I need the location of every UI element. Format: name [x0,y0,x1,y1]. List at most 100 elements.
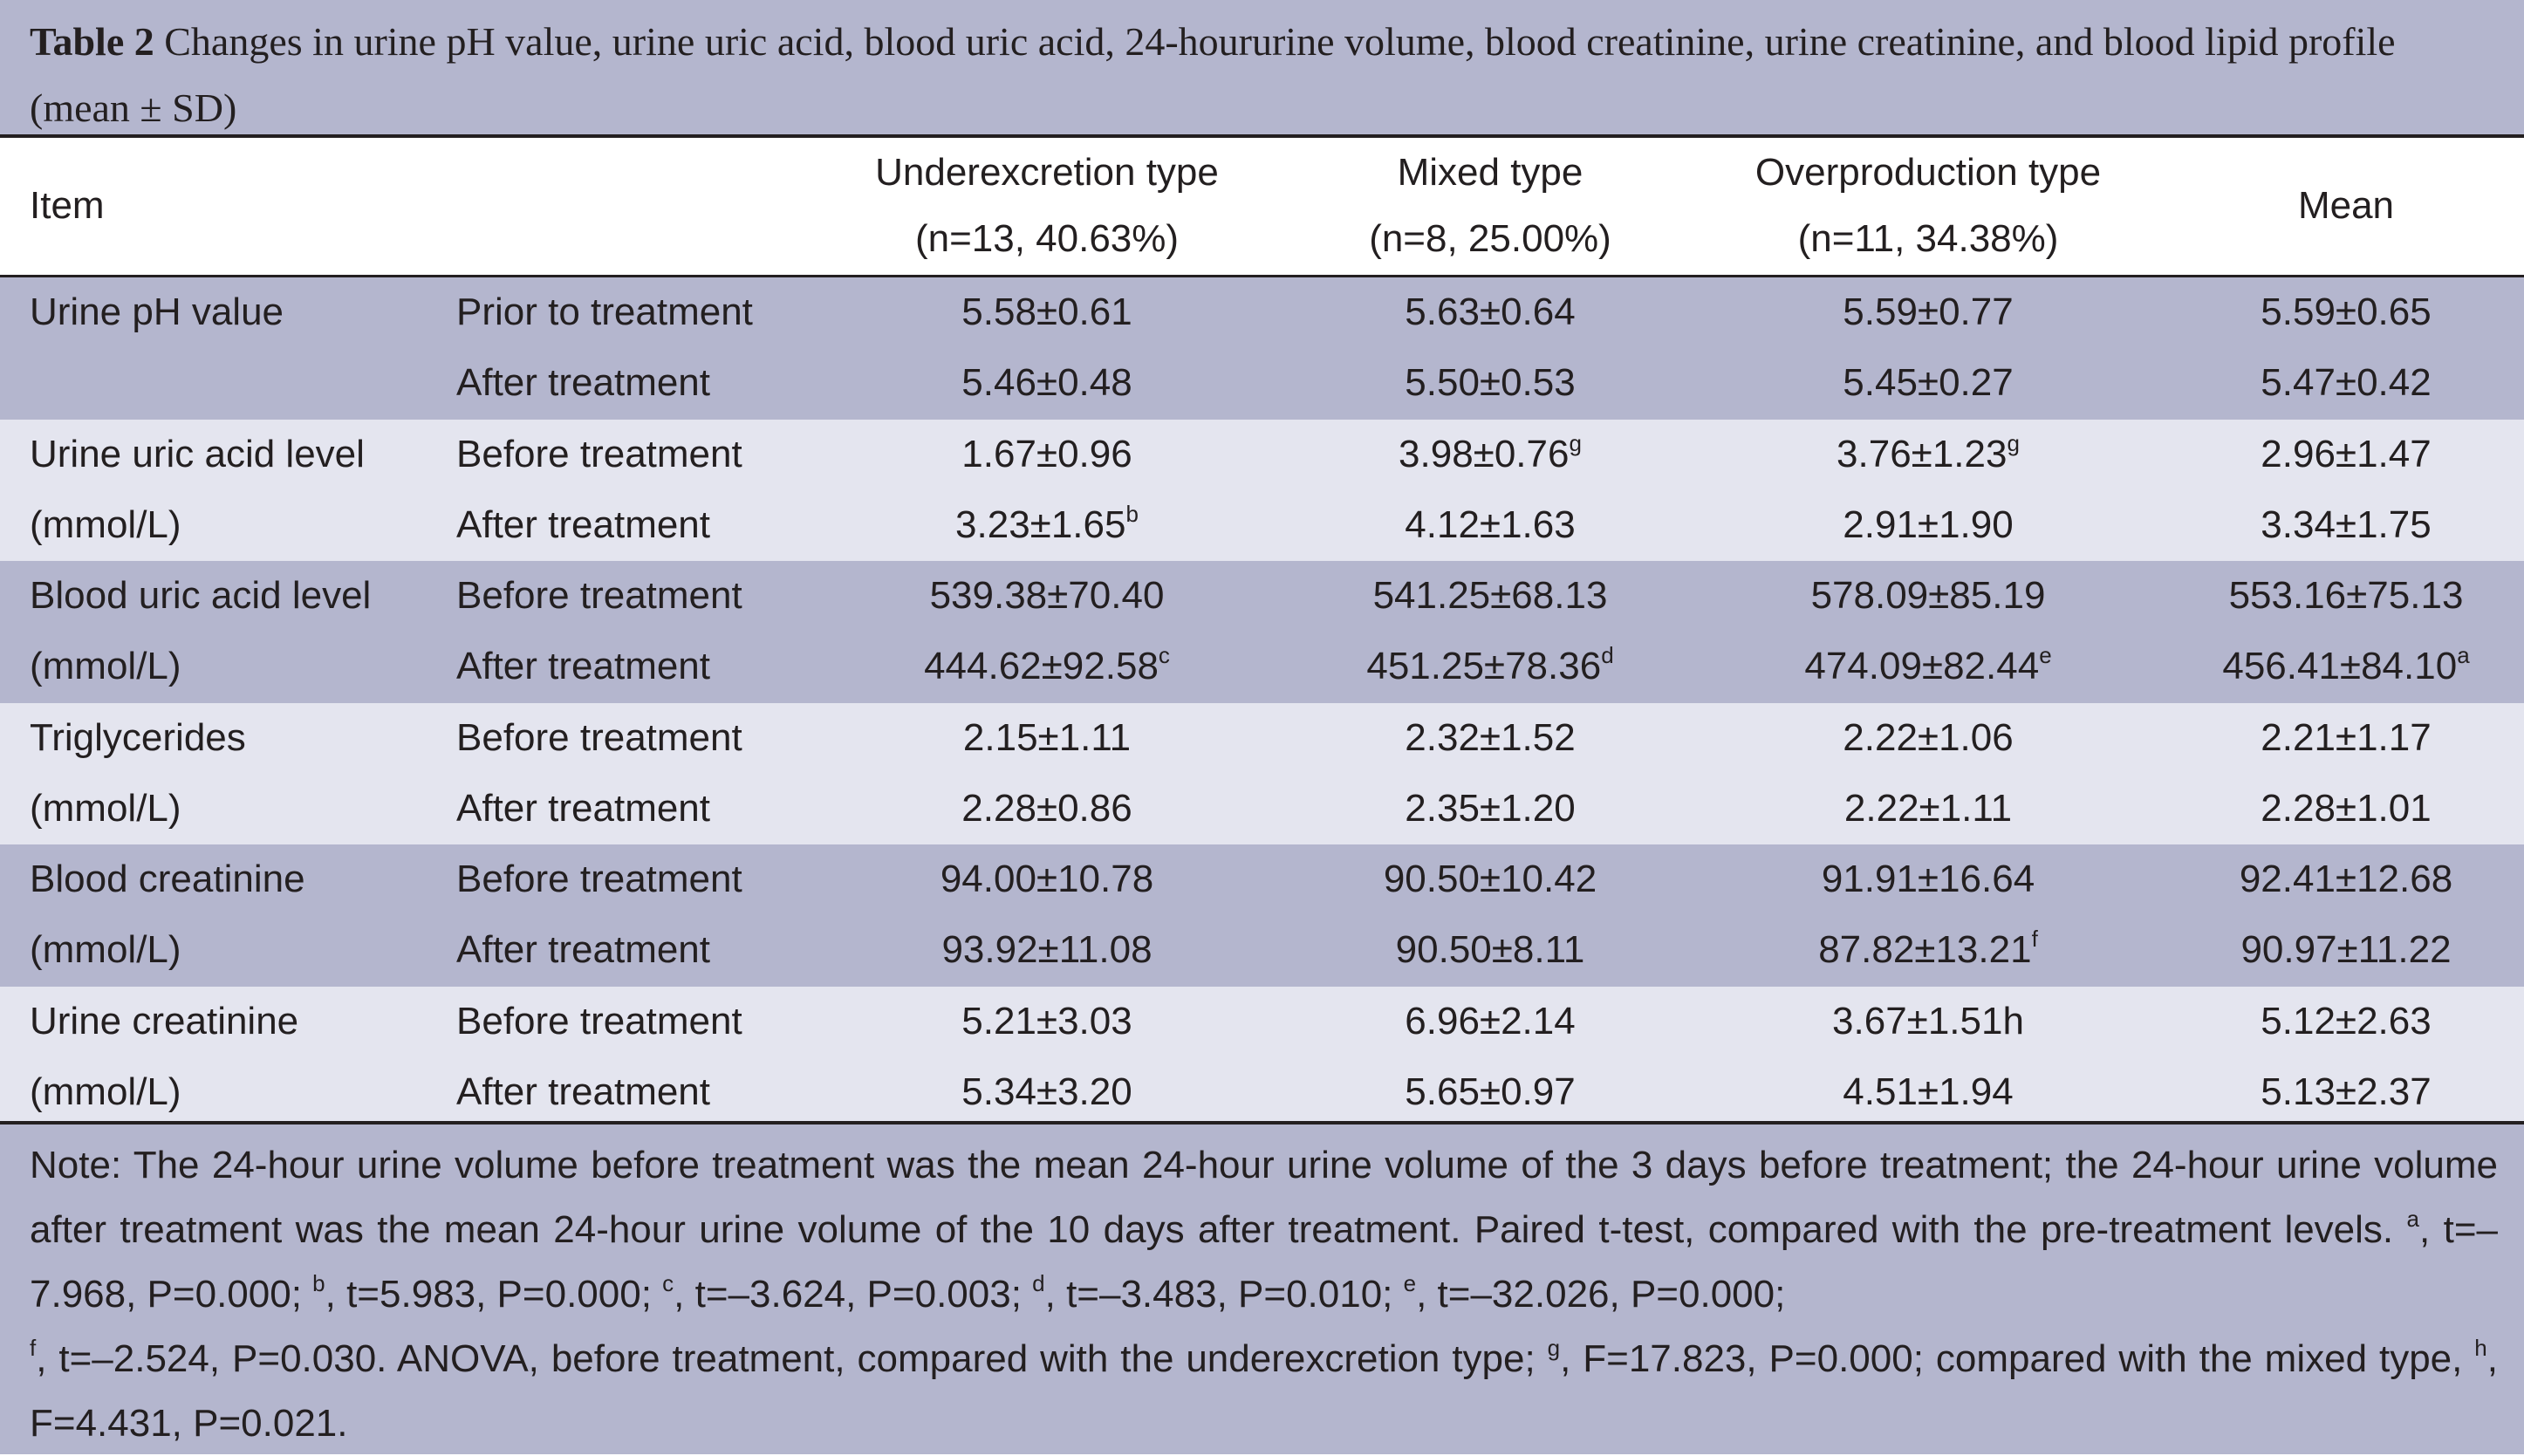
table-cell: 2.28±0.86 [803,774,1291,844]
cell-value: 5.45±0.27 [1843,361,2014,405]
cell-value: 3.23±1.65 [955,502,1126,546]
cell-value: 3.34±1.75 [2261,502,2432,546]
note-superscript: f [30,1335,37,1361]
cell-value: 90.50±8.11 [1395,928,1585,972]
cell-value: 5.59±0.65 [2261,291,2432,333]
cell-value: 5.59±0.77 [1843,291,2014,333]
table-row-group [0,561,2524,704]
note-superscript: e [1403,1270,1417,1296]
row-timepoint: After treatment [456,1070,711,1113]
cell-value: 539.38±70.40 [929,574,1165,617]
table-cell: 93.92±11.08 [803,915,1291,985]
row-item-unit: (mmol/L) [30,928,181,972]
table-caption: Table 2 Changes in urine pH value, urine… [0,0,2524,134]
cell-value: 5.50±0.53 [1405,361,1576,405]
cell-value: 541.25±68.13 [1372,574,1608,617]
row-item-label: Urine uric acid level [30,432,365,475]
cell-value: 5.46±0.48 [961,361,1132,405]
header-col2-line1: Mixed type [1397,151,1583,194]
cell-value: 2.96±1.47 [2261,432,2432,475]
row-item-label: Urine creatinine [30,999,299,1042]
table-row-group [0,702,2524,845]
cell-value: 5.34±3.20 [961,1070,1132,1113]
row-timepoint: Before treatment [456,999,742,1042]
cell-value: 93.92±11.08 [941,928,1153,972]
row-timepoint: After treatment [456,361,711,405]
table-cell: 2.91±1.90 [1684,490,2172,560]
row-timepoint: Before treatment [456,432,742,475]
table-cell: 5.47±0.42 [2102,348,2524,418]
note-text: , F=4.431, P=0.021. [30,1337,2498,1445]
cell-value: 5.63±0.64 [1405,291,1576,333]
table-cell: 2.28±1.01 [2102,774,2524,844]
table-cell: 5.59±0.77 [1684,277,2172,347]
note-text: , F=17.823, P=0.000; compared with the m… [1560,1337,2475,1380]
table-cell: 456.41±84.10a [2102,632,2524,701]
row-item-label: Blood creatinine [30,858,305,900]
row-timepoint: Before treatment [456,715,742,759]
row-timepoint: After treatment [456,502,711,546]
cell-value: 87.82±13.21 [1818,928,2032,972]
table-cell: 5.50±0.53 [1246,348,1734,418]
top-rule [0,134,2524,138]
cell-value: 2.32±1.52 [1405,715,1576,759]
cell-value: 3.76±1.23 [1837,432,2008,475]
cell-superscript: a [2457,642,2470,669]
row-item-label: Triglycerides [30,715,246,759]
cell-superscript: e [2039,642,2052,669]
bottom-rule [0,1121,2524,1124]
row-timepoint: Prior to treatment [456,291,753,333]
table-cell: 3.67±1.51h [1684,987,2172,1056]
header-item: Item [30,184,105,227]
note-text: , t=–32.026, P=0.000; [1416,1273,1786,1316]
cell-value: 2.91±1.90 [1843,502,2014,546]
table-cell: 578.09±85.19 [1684,561,2172,631]
header-col1-line1: Underexcretion type [875,151,1219,194]
table-cell: 4.51±1.94 [1684,1057,2172,1127]
cell-value: 4.12±1.63 [1405,502,1576,546]
cell-value: 5.58±0.61 [961,291,1132,333]
table-cell: 5.65±0.97 [1246,1057,1734,1127]
note-text: , t=–7.968, P=0.000; [30,1208,2498,1316]
row-timepoint: After treatment [456,928,711,972]
note-text: , t=–2.524, P=0.030. ANOVA, before treat… [36,1337,1548,1380]
row-item-unit: (mmol/L) [30,786,181,830]
cell-superscript: c [1158,642,1170,669]
cell-value: 2.15±1.11 [962,715,1132,759]
table-cell: 2.15±1.11 [803,703,1291,773]
table-cell: 474.09±82.44e [1684,632,2172,701]
header-col3-line1: Overproduction type [1754,151,2102,194]
cell-value: 90.50±10.42 [1383,858,1597,900]
table-cell: 2.96±1.47 [2102,420,2524,489]
table-cell: 90.50±10.42 [1246,844,1734,914]
table-row-group [0,986,2524,1129]
cell-value: 92.41±12.68 [2239,858,2453,900]
table-cell: 5.63±0.64 [1246,277,1734,347]
cell-value: 5.21±3.03 [961,999,1132,1042]
table-cell: 5.13±2.37 [2102,1057,2524,1127]
cell-value: 2.21±1.17 [2261,715,2432,759]
cell-value: 6.96±2.14 [1405,999,1576,1042]
note-superscript: c [662,1270,674,1296]
table-cell: 2.35±1.20 [1246,774,1734,844]
cell-value: 1.67±0.96 [961,432,1132,475]
note-superscript: h [2474,1335,2487,1361]
table-row-group [0,419,2524,562]
table-cell: 5.46±0.48 [803,348,1291,418]
table-cell: 5.21±3.03 [803,987,1291,1056]
table-cell: 3.34±1.75 [2102,490,2524,560]
table-note: Note: The 24-hour urine volume before tr… [0,1124,2524,1454]
table-cell: 90.97±11.22 [2102,915,2524,985]
table-cell: 2.22±1.06 [1684,703,2172,773]
row-timepoint: Before treatment [456,574,742,617]
cell-value: 2.22±1.06 [1843,715,2014,759]
cell-value: 2.28±0.86 [961,786,1132,830]
note-text: , t=–3.483, P=0.010; [1044,1273,1404,1316]
cell-value: 90.97±11.22 [2240,928,2452,972]
header-col2-line2: (n=8, 25.00%) [1369,217,1611,260]
cell-value: 456.41±84.10 [2222,645,2458,688]
cell-superscript: d [1601,642,1614,669]
note-superscript: a [2406,1206,2419,1232]
cell-value: 4.51±1.94 [1843,1070,2014,1113]
